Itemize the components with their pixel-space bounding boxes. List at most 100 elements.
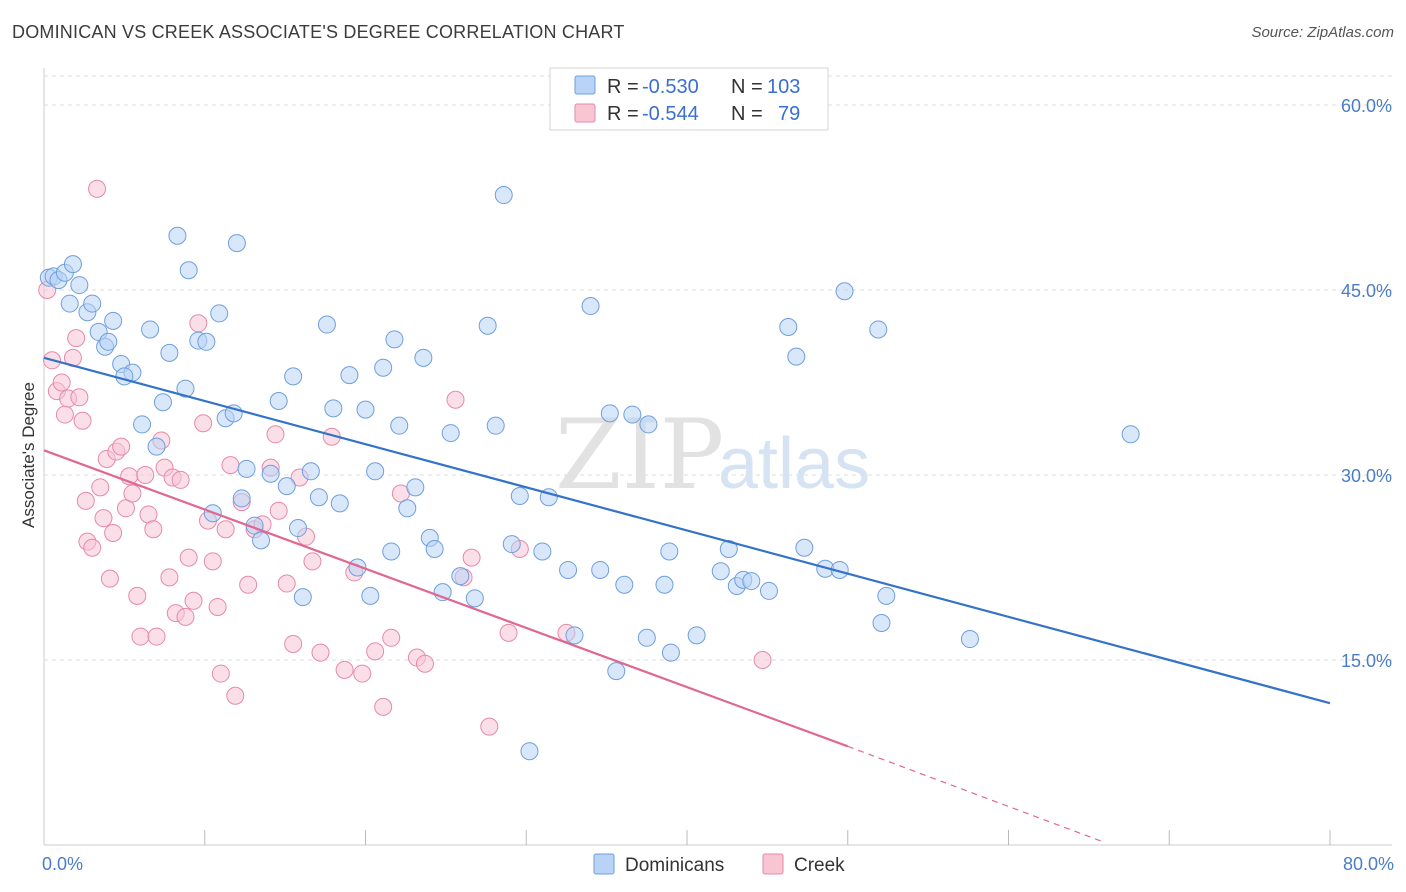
chart-title: DOMINICAN VS CREEK ASSOCIATE'S DEGREE CO… [12, 22, 625, 42]
dominicans-point [168, 226, 187, 245]
x-tick-labels: 0.0% 80.0% [42, 854, 1394, 874]
dominicans-point [366, 462, 385, 481]
dominicans-point [637, 628, 656, 647]
dominicans-point [104, 311, 123, 330]
dominicans-point [742, 572, 761, 591]
dominicans-point [340, 366, 359, 385]
creek-point [415, 654, 434, 673]
creek-point [67, 329, 86, 348]
series-label-dominicans: Dominicans [625, 855, 724, 876]
creek-point [144, 520, 163, 539]
legend-swatch-blue [574, 75, 596, 95]
legend-n-value-2: 79 [778, 103, 800, 125]
legend-n-value-1: 103 [767, 76, 800, 98]
dominicans-point [398, 499, 417, 518]
dominicans-point [711, 562, 730, 581]
creek-point [147, 627, 166, 646]
creek-point [753, 651, 772, 669]
dominicans-point [374, 358, 393, 377]
y-tick-labels: 15.0% 30.0% 45.0% 60.0% [1341, 96, 1392, 671]
dominicans-point [600, 404, 619, 423]
creek-point [112, 437, 131, 456]
creek-point [216, 520, 235, 539]
dominicans-point [559, 560, 578, 579]
dominicans-point [99, 332, 118, 351]
creek-point [123, 484, 142, 503]
series-legend: Dominicans Creek [593, 853, 845, 876]
dominicans-point [330, 494, 349, 513]
dominicans-point [324, 399, 343, 418]
creek-point [91, 478, 110, 497]
dominicans-point [486, 416, 505, 435]
legend-swatch-pink [574, 103, 596, 123]
dominicans-point [133, 415, 152, 434]
creek-point [211, 664, 230, 683]
series-label-creek: Creek [794, 855, 845, 876]
creek-point [176, 607, 195, 626]
dominicans-point [661, 643, 680, 662]
dominicans-point [153, 393, 172, 412]
dominicans-point [1121, 425, 1140, 444]
dominicans-point [615, 575, 634, 594]
dominicans-point [361, 586, 380, 605]
creek-point [277, 574, 296, 593]
dominicans-point [759, 581, 778, 600]
creek-point [499, 623, 518, 642]
creek-point [226, 686, 245, 705]
y-tick-label: 60.0% [1341, 96, 1392, 116]
creek-point [203, 552, 222, 571]
dominicans-point [494, 186, 513, 205]
dominicans-point [356, 400, 375, 419]
creek-point [94, 509, 113, 528]
dominicans-point [441, 424, 460, 443]
dominicans-point [252, 531, 271, 550]
dominicans-point [197, 332, 216, 351]
dominicans-point [687, 626, 706, 645]
creek-point [194, 414, 213, 433]
dominicans-point [160, 343, 179, 362]
legend-box [549, 67, 829, 131]
legend-r-label-2: R = [607, 103, 639, 125]
dominicans-point [719, 540, 738, 558]
legend-n-label-1: N = [731, 76, 763, 98]
creek-point [208, 597, 227, 616]
dominicans-point [232, 489, 251, 508]
dominicans-point [176, 379, 195, 398]
dominicans-point [277, 477, 296, 496]
dominicans-point [655, 575, 674, 594]
dominicans-point [141, 320, 160, 339]
series-swatch-creek [762, 853, 784, 875]
dominicans-point [779, 318, 798, 336]
creek-point [374, 697, 393, 716]
creek-point [76, 491, 95, 510]
creek-trend-line [43, 449, 849, 748]
creek-point [88, 179, 107, 198]
creek-point [131, 627, 150, 646]
dominicans-point [147, 437, 166, 456]
dominicans-point [83, 294, 102, 313]
dominicans-points [39, 186, 1140, 761]
dominicans-point [293, 588, 312, 607]
x-tick-label: 0.0% [42, 854, 83, 874]
dominicans-point [877, 586, 896, 605]
dominicans-point [960, 630, 979, 649]
dominicans-point [382, 542, 401, 561]
creek-point [70, 388, 89, 407]
creek-point [116, 499, 135, 518]
source-label: Source: ZipAtlas.com [1251, 24, 1394, 41]
creek-point [136, 466, 155, 484]
dominicans-point [210, 304, 229, 323]
creek-point [446, 390, 465, 409]
creek-point [179, 548, 198, 567]
y-tick-label: 15.0% [1341, 651, 1392, 671]
dominicans-point [261, 464, 280, 483]
creek-point [55, 405, 74, 424]
legend-n-label-2: N = [731, 103, 763, 125]
dominicans-point [390, 416, 409, 435]
x-ticks [204, 830, 1331, 845]
creek-point [104, 523, 123, 542]
creek-point [462, 548, 481, 567]
creek-point [100, 569, 119, 588]
dominicans-point [227, 234, 246, 253]
